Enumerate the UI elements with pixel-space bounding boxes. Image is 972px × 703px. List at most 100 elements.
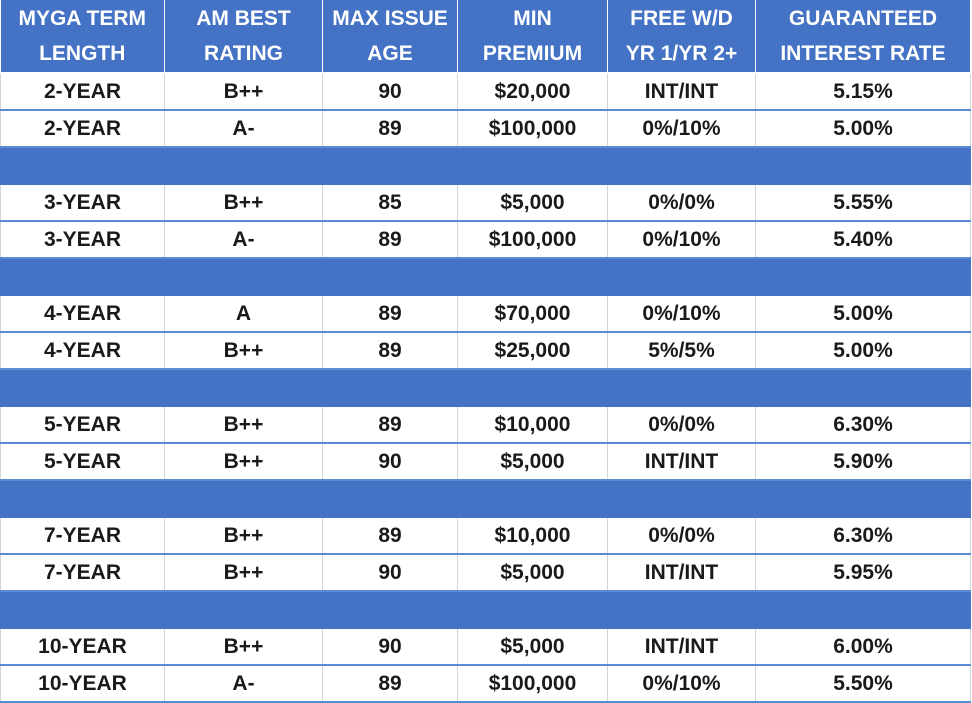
max-age-cell: 89 bbox=[322, 516, 458, 555]
free-withdrawal-cell: INT/INT bbox=[607, 627, 756, 666]
interest-rate-cell: 5.00% bbox=[755, 331, 971, 370]
rating-cell: A- bbox=[164, 220, 323, 259]
min-premium-cell: $10,000 bbox=[457, 405, 608, 444]
interest-rate-cell: 6.30% bbox=[755, 516, 971, 555]
min-premium-cell: $10,000 bbox=[457, 516, 608, 555]
table-row: 10-YEAR A- 89 $100,000 0%/10% 5.50% bbox=[0, 664, 971, 703]
table-row: 7-YEAR B++ 90 $5,000 INT/INT 5.95% bbox=[0, 553, 971, 592]
table-row: 5-YEAR B++ 90 $5,000 INT/INT 5.90% bbox=[0, 442, 971, 481]
max-age-cell: 89 bbox=[322, 220, 458, 259]
table-row: 4-YEAR A 89 $70,000 0%/10% 5.00% bbox=[0, 294, 971, 333]
table-row: 7-YEAR B++ 89 $10,000 0%/0% 6.30% bbox=[0, 516, 971, 555]
free-withdrawal-cell: 0%/10% bbox=[607, 220, 756, 259]
interest-rate-cell: 5.50% bbox=[755, 664, 971, 703]
min-premium-cell: $100,000 bbox=[457, 109, 608, 148]
header-am-best-rating: AM BEST RATING bbox=[164, 0, 323, 74]
table-body: 2-YEAR B++ 90 $20,000 INT/INT 5.15% 2-YEAR A- 89… bbox=[0, 72, 971, 703]
rating-cell: B++ bbox=[164, 516, 323, 555]
free-withdrawal-cell: 0%/10% bbox=[607, 109, 756, 148]
min-premium-cell: $100,000 bbox=[457, 664, 608, 703]
min-premium-cell: $5,000 bbox=[457, 183, 608, 222]
term-length-cell: 10-YEAR bbox=[0, 664, 165, 703]
max-age-cell: 85 bbox=[322, 183, 458, 222]
max-age-cell: 89 bbox=[322, 664, 458, 703]
table-row: 3-YEAR A- 89 $100,000 0%/10% 5.40% bbox=[0, 220, 971, 259]
group-separator-row bbox=[0, 590, 971, 629]
group-separator-row bbox=[0, 257, 971, 296]
free-withdrawal-cell: 0%/0% bbox=[607, 183, 756, 222]
term-length-cell: 4-YEAR bbox=[0, 294, 165, 333]
group-separator-row bbox=[0, 479, 971, 518]
max-age-cell: 89 bbox=[322, 294, 458, 333]
rating-cell: B++ bbox=[164, 183, 323, 222]
max-age-cell: 89 bbox=[322, 405, 458, 444]
rating-cell: A- bbox=[164, 109, 323, 148]
table-row: 4-YEAR B++ 89 $25,000 5%/5% 5.00% bbox=[0, 331, 971, 370]
term-length-cell: 2-YEAR bbox=[0, 72, 165, 111]
free-withdrawal-cell: INT/INT bbox=[607, 553, 756, 592]
separator-cell bbox=[0, 590, 971, 629]
max-age-cell: 89 bbox=[322, 109, 458, 148]
interest-rate-cell: 5.15% bbox=[755, 72, 971, 111]
term-length-cell: 3-YEAR bbox=[0, 183, 165, 222]
max-age-cell: 90 bbox=[322, 627, 458, 666]
group-separator-row bbox=[0, 368, 971, 407]
max-age-cell: 90 bbox=[322, 553, 458, 592]
term-length-cell: 3-YEAR bbox=[0, 220, 165, 259]
header-term-length: MYGA TERM LENGTH bbox=[0, 0, 165, 74]
rating-cell: A- bbox=[164, 664, 323, 703]
min-premium-cell: $5,000 bbox=[457, 442, 608, 481]
min-premium-cell: $20,000 bbox=[457, 72, 608, 111]
group-separator-row bbox=[0, 146, 971, 185]
rating-cell: A bbox=[164, 294, 323, 333]
interest-rate-cell: 5.00% bbox=[755, 109, 971, 148]
free-withdrawal-cell: 0%/0% bbox=[607, 405, 756, 444]
interest-rate-cell: 6.30% bbox=[755, 405, 971, 444]
table-row: 3-YEAR B++ 85 $5,000 0%/0% 5.55% bbox=[0, 183, 971, 222]
min-premium-cell: $5,000 bbox=[457, 553, 608, 592]
min-premium-cell: $5,000 bbox=[457, 627, 608, 666]
interest-rate-cell: 6.00% bbox=[755, 627, 971, 666]
header-row: MYGA TERM LENGTH AM BEST RATING MAX ISSUE A… bbox=[0, 0, 971, 74]
rating-cell: B++ bbox=[164, 627, 323, 666]
free-withdrawal-cell: INT/INT bbox=[607, 442, 756, 481]
interest-rate-cell: 5.90% bbox=[755, 442, 971, 481]
rating-cell: B++ bbox=[164, 553, 323, 592]
table-row: 10-YEAR B++ 90 $5,000 INT/INT 6.00% bbox=[0, 627, 971, 666]
min-premium-cell: $70,000 bbox=[457, 294, 608, 333]
term-length-cell: 10-YEAR bbox=[0, 627, 165, 666]
free-withdrawal-cell: 0%/0% bbox=[607, 516, 756, 555]
free-withdrawal-cell: 0%/10% bbox=[607, 294, 756, 333]
interest-rate-cell: 5.40% bbox=[755, 220, 971, 259]
rating-cell: B++ bbox=[164, 405, 323, 444]
term-length-cell: 2-YEAR bbox=[0, 109, 165, 148]
max-age-cell: 90 bbox=[322, 72, 458, 111]
separator-cell bbox=[0, 479, 971, 518]
header-max-issue-age: MAX ISSUE AGE bbox=[322, 0, 458, 74]
min-premium-cell: $25,000 bbox=[457, 331, 608, 370]
max-age-cell: 89 bbox=[322, 331, 458, 370]
term-length-cell: 7-YEAR bbox=[0, 553, 165, 592]
rating-cell: B++ bbox=[164, 72, 323, 111]
max-age-cell: 90 bbox=[322, 442, 458, 481]
header-min-premium: MIN PREMIUM bbox=[457, 0, 608, 74]
term-length-cell: 5-YEAR bbox=[0, 405, 165, 444]
interest-rate-cell: 5.95% bbox=[755, 553, 971, 592]
rating-cell: B++ bbox=[164, 442, 323, 481]
table-row: 2-YEAR A- 89 $100,000 0%/10% 5.00% bbox=[0, 109, 971, 148]
rating-cell: B++ bbox=[164, 331, 323, 370]
separator-cell bbox=[0, 146, 971, 185]
table-row: 2-YEAR B++ 90 $20,000 INT/INT 5.15% bbox=[0, 72, 971, 111]
interest-rate-cell: 5.55% bbox=[755, 183, 971, 222]
term-length-cell: 7-YEAR bbox=[0, 516, 165, 555]
free-withdrawal-cell: 5%/5% bbox=[607, 331, 756, 370]
term-length-cell: 4-YEAR bbox=[0, 331, 165, 370]
table-row: 5-YEAR B++ 89 $10,000 0%/0% 6.30% bbox=[0, 405, 971, 444]
separator-cell bbox=[0, 257, 971, 296]
free-withdrawal-cell: 0%/10% bbox=[607, 664, 756, 703]
header-free-withdrawal: FREE W/D YR 1/YR 2+ bbox=[607, 0, 756, 74]
interest-rate-cell: 5.00% bbox=[755, 294, 971, 333]
free-withdrawal-cell: INT/INT bbox=[607, 72, 756, 111]
term-length-cell: 5-YEAR bbox=[0, 442, 165, 481]
